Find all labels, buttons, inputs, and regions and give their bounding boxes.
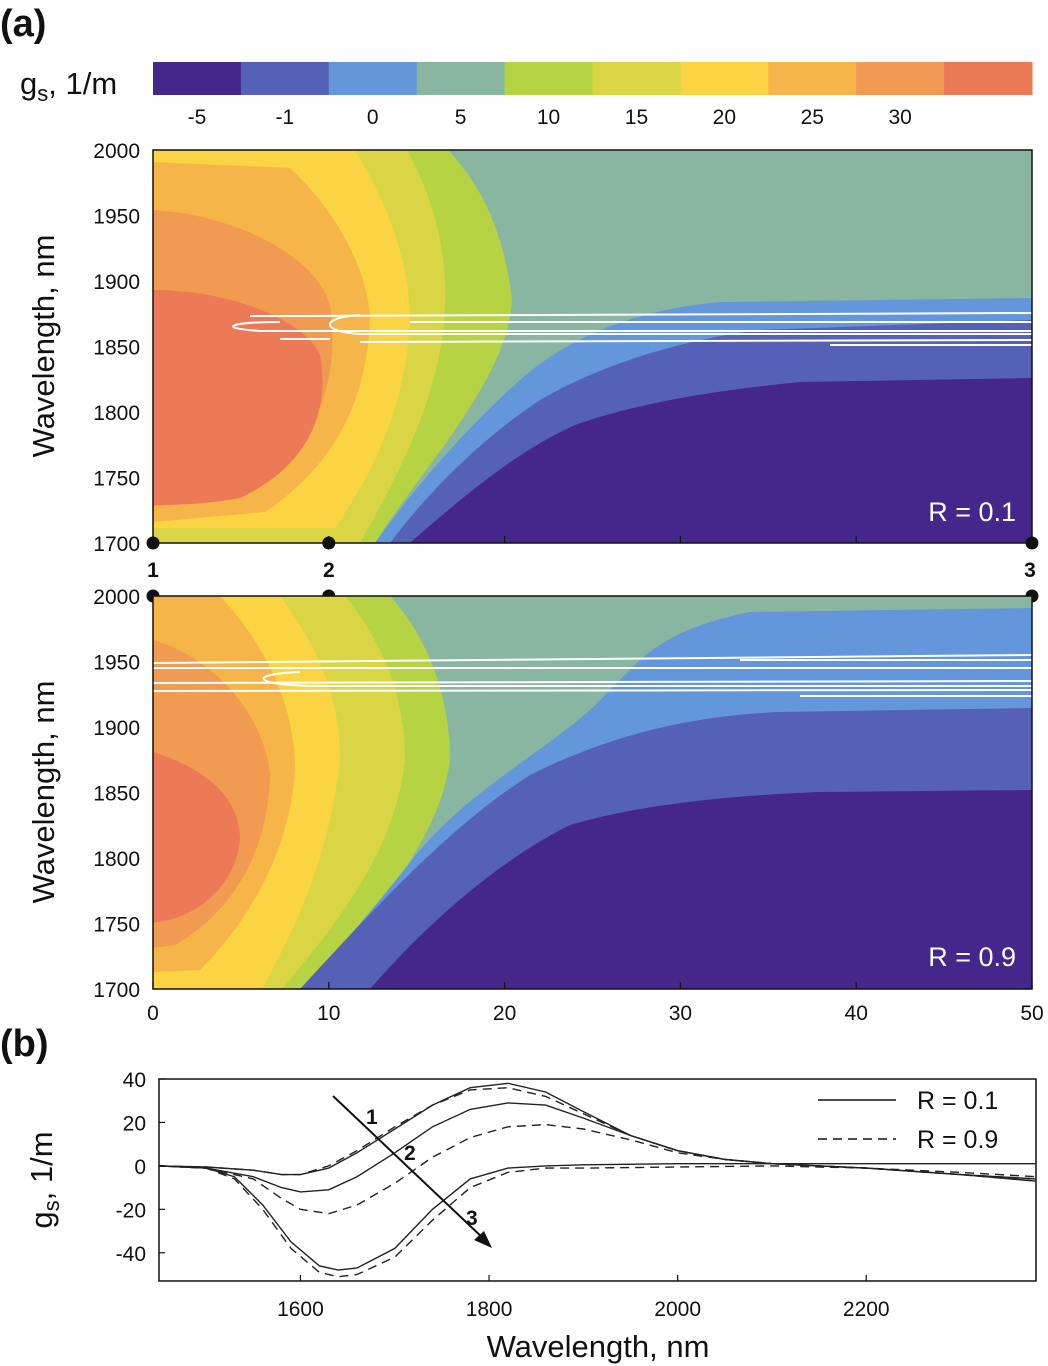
y-tick-label: 1900 <box>93 271 140 294</box>
colorbar-tick-label: 25 <box>801 106 824 129</box>
colorbar-swatch <box>153 62 242 95</box>
colorbar-tick-label: 30 <box>888 106 911 129</box>
trend-arrow <box>332 1095 492 1248</box>
region-30 <box>153 752 240 922</box>
region-minus5 <box>410 378 1032 543</box>
x-tick-label: 2200 <box>843 1298 890 1321</box>
y-tick-labels-b: 40 20 0 -20 -40 <box>116 1069 165 1266</box>
point-markers: 1 2 3 <box>146 536 1039 603</box>
plot-frame-top <box>152 149 1033 544</box>
x-tick-labels-b: 1600 1800 2000 2200 <box>277 1275 890 1321</box>
marker-dot-top <box>1025 536 1039 550</box>
colorbar-tick-labels: -5 -1 0 5 10 15 20 25 30 <box>188 106 912 129</box>
y-tick-label: 2000 <box>93 586 140 609</box>
curve-label-2: 2 <box>404 1142 416 1165</box>
x-tick-label: 30 <box>669 1002 692 1025</box>
marker-label: 1 <box>147 559 159 582</box>
y-tick-label: 1800 <box>93 402 140 425</box>
x-tick-label: 2000 <box>654 1298 701 1321</box>
y-axis-label-b: gs, 1/m <box>24 1131 64 1228</box>
series-line <box>159 1123 1036 1215</box>
y-tick-label: 1950 <box>93 652 140 675</box>
region-minus5 <box>370 790 1032 989</box>
y-tick-label: 0 <box>134 1156 146 1179</box>
legend: R = 0.1 R = 0.9 <box>818 1087 998 1154</box>
colorbar-tick-label: 10 <box>537 106 560 129</box>
y-axis-label-top: Wavelength, nm <box>26 235 61 458</box>
y-axis-label-bottom: Wavelength, nm <box>26 681 61 904</box>
contour-lines <box>153 654 1032 697</box>
x-axis-label-b: Wavelength, nm <box>487 1329 710 1364</box>
y-tick-label: 1750 <box>93 914 140 937</box>
line-series <box>159 1082 1036 1278</box>
colorbar-swatch <box>592 62 681 95</box>
y-tick-label: 1900 <box>93 717 140 740</box>
marker-dot-top <box>146 536 160 550</box>
colorbar-swatch <box>240 62 330 95</box>
colorbar-swatch <box>680 62 769 95</box>
y-tick-label: 40 <box>123 1069 146 1092</box>
colorbar-swatches <box>153 62 1033 95</box>
colorbar: gs, 1/m -5 -1 0 5 10 15 20 25 30 <box>20 62 1033 129</box>
y-tick-label: 1950 <box>93 206 140 229</box>
curve-label-3: 3 <box>466 1207 478 1230</box>
colorbar-swatch <box>504 62 593 95</box>
colorbar-tick-label: 15 <box>625 106 648 129</box>
y-tick-label: 1800 <box>93 848 140 871</box>
colorbar-label: gs, 1/m <box>20 66 117 106</box>
panel-a-label: (a) <box>0 3 46 45</box>
annotation-r01: R = 0.1 <box>928 497 1016 527</box>
colorbar-swatch <box>768 62 857 95</box>
marker-dot-top <box>322 536 336 550</box>
marker-label: 2 <box>323 559 335 582</box>
x-tick-label: 0 <box>147 1002 159 1025</box>
y-tick-labels-bottom: 1700 1750 1800 1850 1900 1950 2000 <box>93 586 140 1002</box>
colorbar-swatch <box>416 62 506 95</box>
x-tick-label: 40 <box>845 1002 868 1025</box>
annotation-r09: R = 0.9 <box>928 942 1016 972</box>
region-30 <box>153 290 323 505</box>
colorbar-tick-label: 20 <box>713 106 736 129</box>
x-tick-label: 1600 <box>277 1298 324 1321</box>
marker-label: 3 <box>1024 559 1036 582</box>
heatmap-r01 <box>153 150 1032 543</box>
colorbar-swatch <box>328 62 418 95</box>
heatmap-r09 <box>153 596 1032 989</box>
y-tick-label: 1850 <box>93 783 140 806</box>
plot-frame-bottom <box>152 595 1033 990</box>
y-tick-label: 20 <box>123 1112 146 1135</box>
x-tick-label: 1800 <box>466 1298 513 1321</box>
y-tick-label: -40 <box>116 1243 146 1266</box>
series-line <box>159 1165 1036 1278</box>
colorbar-tick-label: 5 <box>455 106 467 129</box>
y-tick-labels-top: 1700 1750 1800 1850 1900 1950 2000 <box>93 140 140 556</box>
series-line <box>159 1163 1036 1271</box>
x-tick-label: 50 <box>1020 1002 1043 1025</box>
y-tick-label: 1750 <box>93 468 140 491</box>
legend-label-r01: R = 0.1 <box>917 1087 998 1115</box>
colorbar-swatch <box>944 62 1033 95</box>
colorbar-tick-label: -5 <box>188 106 207 129</box>
y-tick-label: 1700 <box>93 533 140 556</box>
y-tick-label: 1850 <box>93 337 140 360</box>
legend-label-r09: R = 0.9 <box>917 1126 998 1154</box>
x-tick-label: 20 <box>493 1002 516 1025</box>
contour-lines <box>232 312 1032 346</box>
y-tick-label: -20 <box>116 1199 146 1222</box>
y-tick-label: 2000 <box>93 140 140 163</box>
x-tick-label: 10 <box>317 1002 340 1025</box>
colorbar-swatch <box>856 62 945 95</box>
x-tick-labels-bottom: 0 10 20 30 40 50 <box>147 982 1044 1025</box>
panel-b-label: (b) <box>0 1023 49 1065</box>
plot-frame-b <box>158 1078 1037 1282</box>
curve-label-1: 1 <box>366 1106 378 1129</box>
y-tick-label: 1700 <box>93 979 140 1002</box>
colorbar-tick-label: 0 <box>367 106 379 129</box>
colorbar-tick-label: -1 <box>276 106 295 129</box>
